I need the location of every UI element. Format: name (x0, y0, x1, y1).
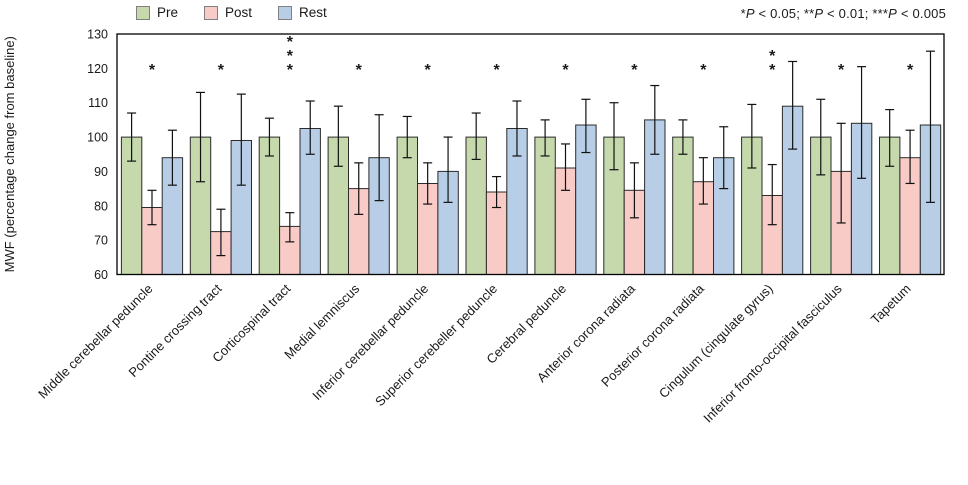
significance-marker: * (562, 62, 569, 79)
significance-marker: * (287, 34, 294, 51)
significance-marker: * (700, 62, 707, 79)
pvalue-significance-note: *P < 0.05; **P < 0.01; ***P < 0.005 (741, 6, 946, 21)
x-category-label: Inferior cerebellar peduncle (309, 281, 431, 403)
y-tick-label: 100 (87, 131, 108, 145)
x-category-label: Cingulum (cingulate gyrus) (656, 281, 776, 401)
blue-square-swatch-icon (278, 5, 293, 20)
y-tick-label: 70 (94, 234, 108, 248)
y-tick-label: 80 (94, 199, 108, 213)
annotation-segment: P (888, 6, 898, 21)
significance-marker: * (356, 62, 363, 79)
significance-marker: * (287, 48, 294, 65)
annotation-segment: * (740, 6, 746, 21)
green-square-swatch-icon (136, 5, 150, 20)
significance-marker: * (769, 48, 776, 65)
significance-marker: * (149, 62, 156, 79)
annotation-segment: < 0.005 (897, 6, 946, 21)
annotation-segment: < 0.05; ** (754, 6, 815, 21)
chart-legend: Pre Post Rest (136, 5, 327, 20)
y-tick-label: 110 (88, 96, 108, 110)
y-tick-label: 60 (94, 268, 108, 282)
y-axis-label: MWF (percentage change from baseline) (2, 36, 17, 272)
significance-marker: * (838, 62, 845, 79)
bar-pre-2 (258, 136, 281, 275)
y-tick-label: 120 (87, 62, 108, 76)
x-category-label: Inferior fronto-occipital fasciculus (700, 281, 845, 426)
legend-label-rest: Rest (299, 5, 327, 20)
legend-item-rest: Rest (278, 5, 327, 20)
x-category-label: Middle cerebellar peduncle (35, 281, 155, 401)
bar-pre-8 (672, 136, 694, 275)
pink-square-swatch-icon (204, 5, 219, 20)
legend-item-pre: Pre (136, 5, 178, 20)
annotation-segment: < 0.01; *** (823, 6, 889, 21)
x-category-label: Superior cerebeller peduncle (372, 281, 500, 409)
legend-label-post: Post (225, 5, 253, 20)
y-tick-label: 130 (87, 28, 108, 42)
annotation-segment: P (814, 6, 824, 21)
annotation-segment: P (745, 6, 755, 21)
plot-border (116, 33, 945, 276)
significance-marker: * (631, 62, 638, 79)
significance-marker: * (287, 62, 294, 79)
significance-marker: * (907, 62, 914, 79)
significance-marker: * (493, 62, 500, 79)
significance-marker: * (425, 62, 432, 79)
significance-marker: * (218, 62, 225, 79)
legend-item-post: Post (204, 5, 252, 20)
x-category-label: Tapetum (868, 281, 914, 327)
legend-label-pre: Pre (157, 5, 179, 20)
y-tick-label: 90 (94, 165, 108, 179)
bar-pre-6 (534, 136, 556, 275)
significance-marker: * (769, 62, 776, 79)
